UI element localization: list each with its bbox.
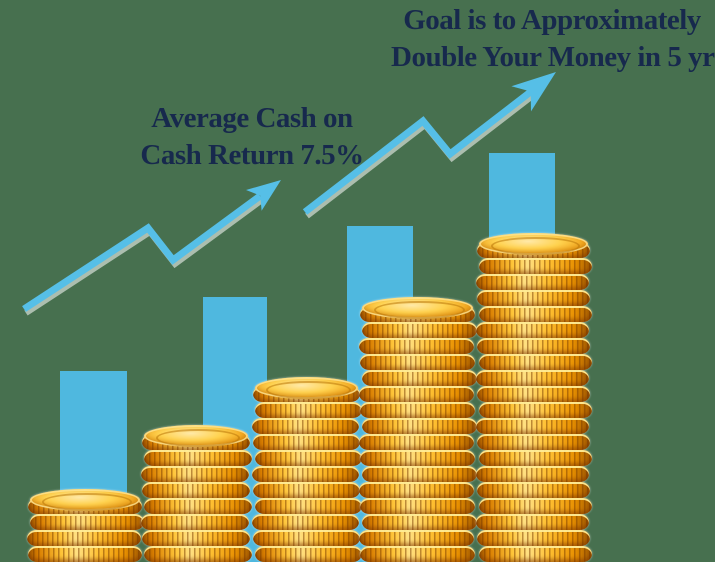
- coin: [479, 402, 592, 418]
- coin: [360, 402, 475, 418]
- coin: [144, 498, 252, 514]
- coin: [479, 354, 592, 370]
- coin: [30, 514, 144, 530]
- coin: [359, 530, 474, 546]
- coin-stack-3: [252, 377, 362, 562]
- coin: [253, 482, 360, 498]
- coin-stack-4: [359, 297, 477, 562]
- coin-face: [144, 425, 248, 448]
- coin: [142, 482, 250, 498]
- coin-face: [362, 297, 473, 320]
- coin: [141, 514, 249, 530]
- coin: [362, 514, 477, 530]
- coin: [141, 466, 249, 482]
- coin: [360, 354, 475, 370]
- coin: [477, 434, 590, 450]
- coin: [28, 546, 142, 562]
- trend-arrow-1-icon: [22, 180, 281, 316]
- annotation-line-2: Double Your Money in 5 yrs: [391, 41, 715, 73]
- coin: [477, 530, 590, 546]
- coin-stack-5: [476, 233, 592, 562]
- coin: [253, 530, 360, 546]
- coin: [144, 450, 252, 466]
- coin: [479, 450, 592, 466]
- coin: [360, 450, 475, 466]
- coin: [255, 546, 362, 562]
- coin: [255, 498, 362, 514]
- coin: [479, 498, 592, 514]
- coin: [252, 418, 359, 434]
- coin: [359, 482, 474, 498]
- coin: [252, 466, 359, 482]
- coin: [476, 322, 589, 338]
- coin: [362, 370, 477, 386]
- coin: [359, 434, 474, 450]
- annotation-goal: Goal is to Approximately Double Your Mon…: [391, 2, 715, 76]
- annotation-line-1: Goal is to Approximately: [403, 4, 701, 36]
- coin: [479, 258, 592, 274]
- coin-face: [479, 233, 588, 256]
- coin-face: [255, 377, 358, 400]
- coin-stack-1: [27, 489, 144, 562]
- coin: [476, 514, 589, 530]
- coin: [479, 306, 592, 322]
- coin: [360, 498, 475, 514]
- coin: [253, 434, 360, 450]
- coin: [477, 386, 590, 402]
- coin: [476, 370, 589, 386]
- coin: [252, 514, 359, 530]
- coin: [477, 290, 590, 306]
- coin: [477, 482, 590, 498]
- annotation-line-1: Average Cash on: [151, 102, 353, 134]
- coin: [144, 546, 252, 562]
- coin: [477, 338, 590, 354]
- coin: [362, 418, 477, 434]
- coin: [360, 546, 475, 562]
- coin: [255, 402, 362, 418]
- coin-stack-2: [141, 425, 252, 562]
- coin: [359, 386, 474, 402]
- coin: [479, 546, 592, 562]
- coin: [27, 530, 141, 546]
- coin: [359, 338, 474, 354]
- coin: [255, 450, 362, 466]
- coin: [476, 466, 589, 482]
- coin: [476, 274, 589, 290]
- coin: [142, 530, 250, 546]
- coin: [362, 322, 477, 338]
- coin: [362, 466, 477, 482]
- coin: [476, 418, 589, 434]
- annotation-average-cash-return: Average Cash on Cash Return 7.5%: [110, 100, 394, 174]
- coin-face: [30, 489, 140, 512]
- annotation-line-2: Cash Return 7.5%: [140, 139, 364, 171]
